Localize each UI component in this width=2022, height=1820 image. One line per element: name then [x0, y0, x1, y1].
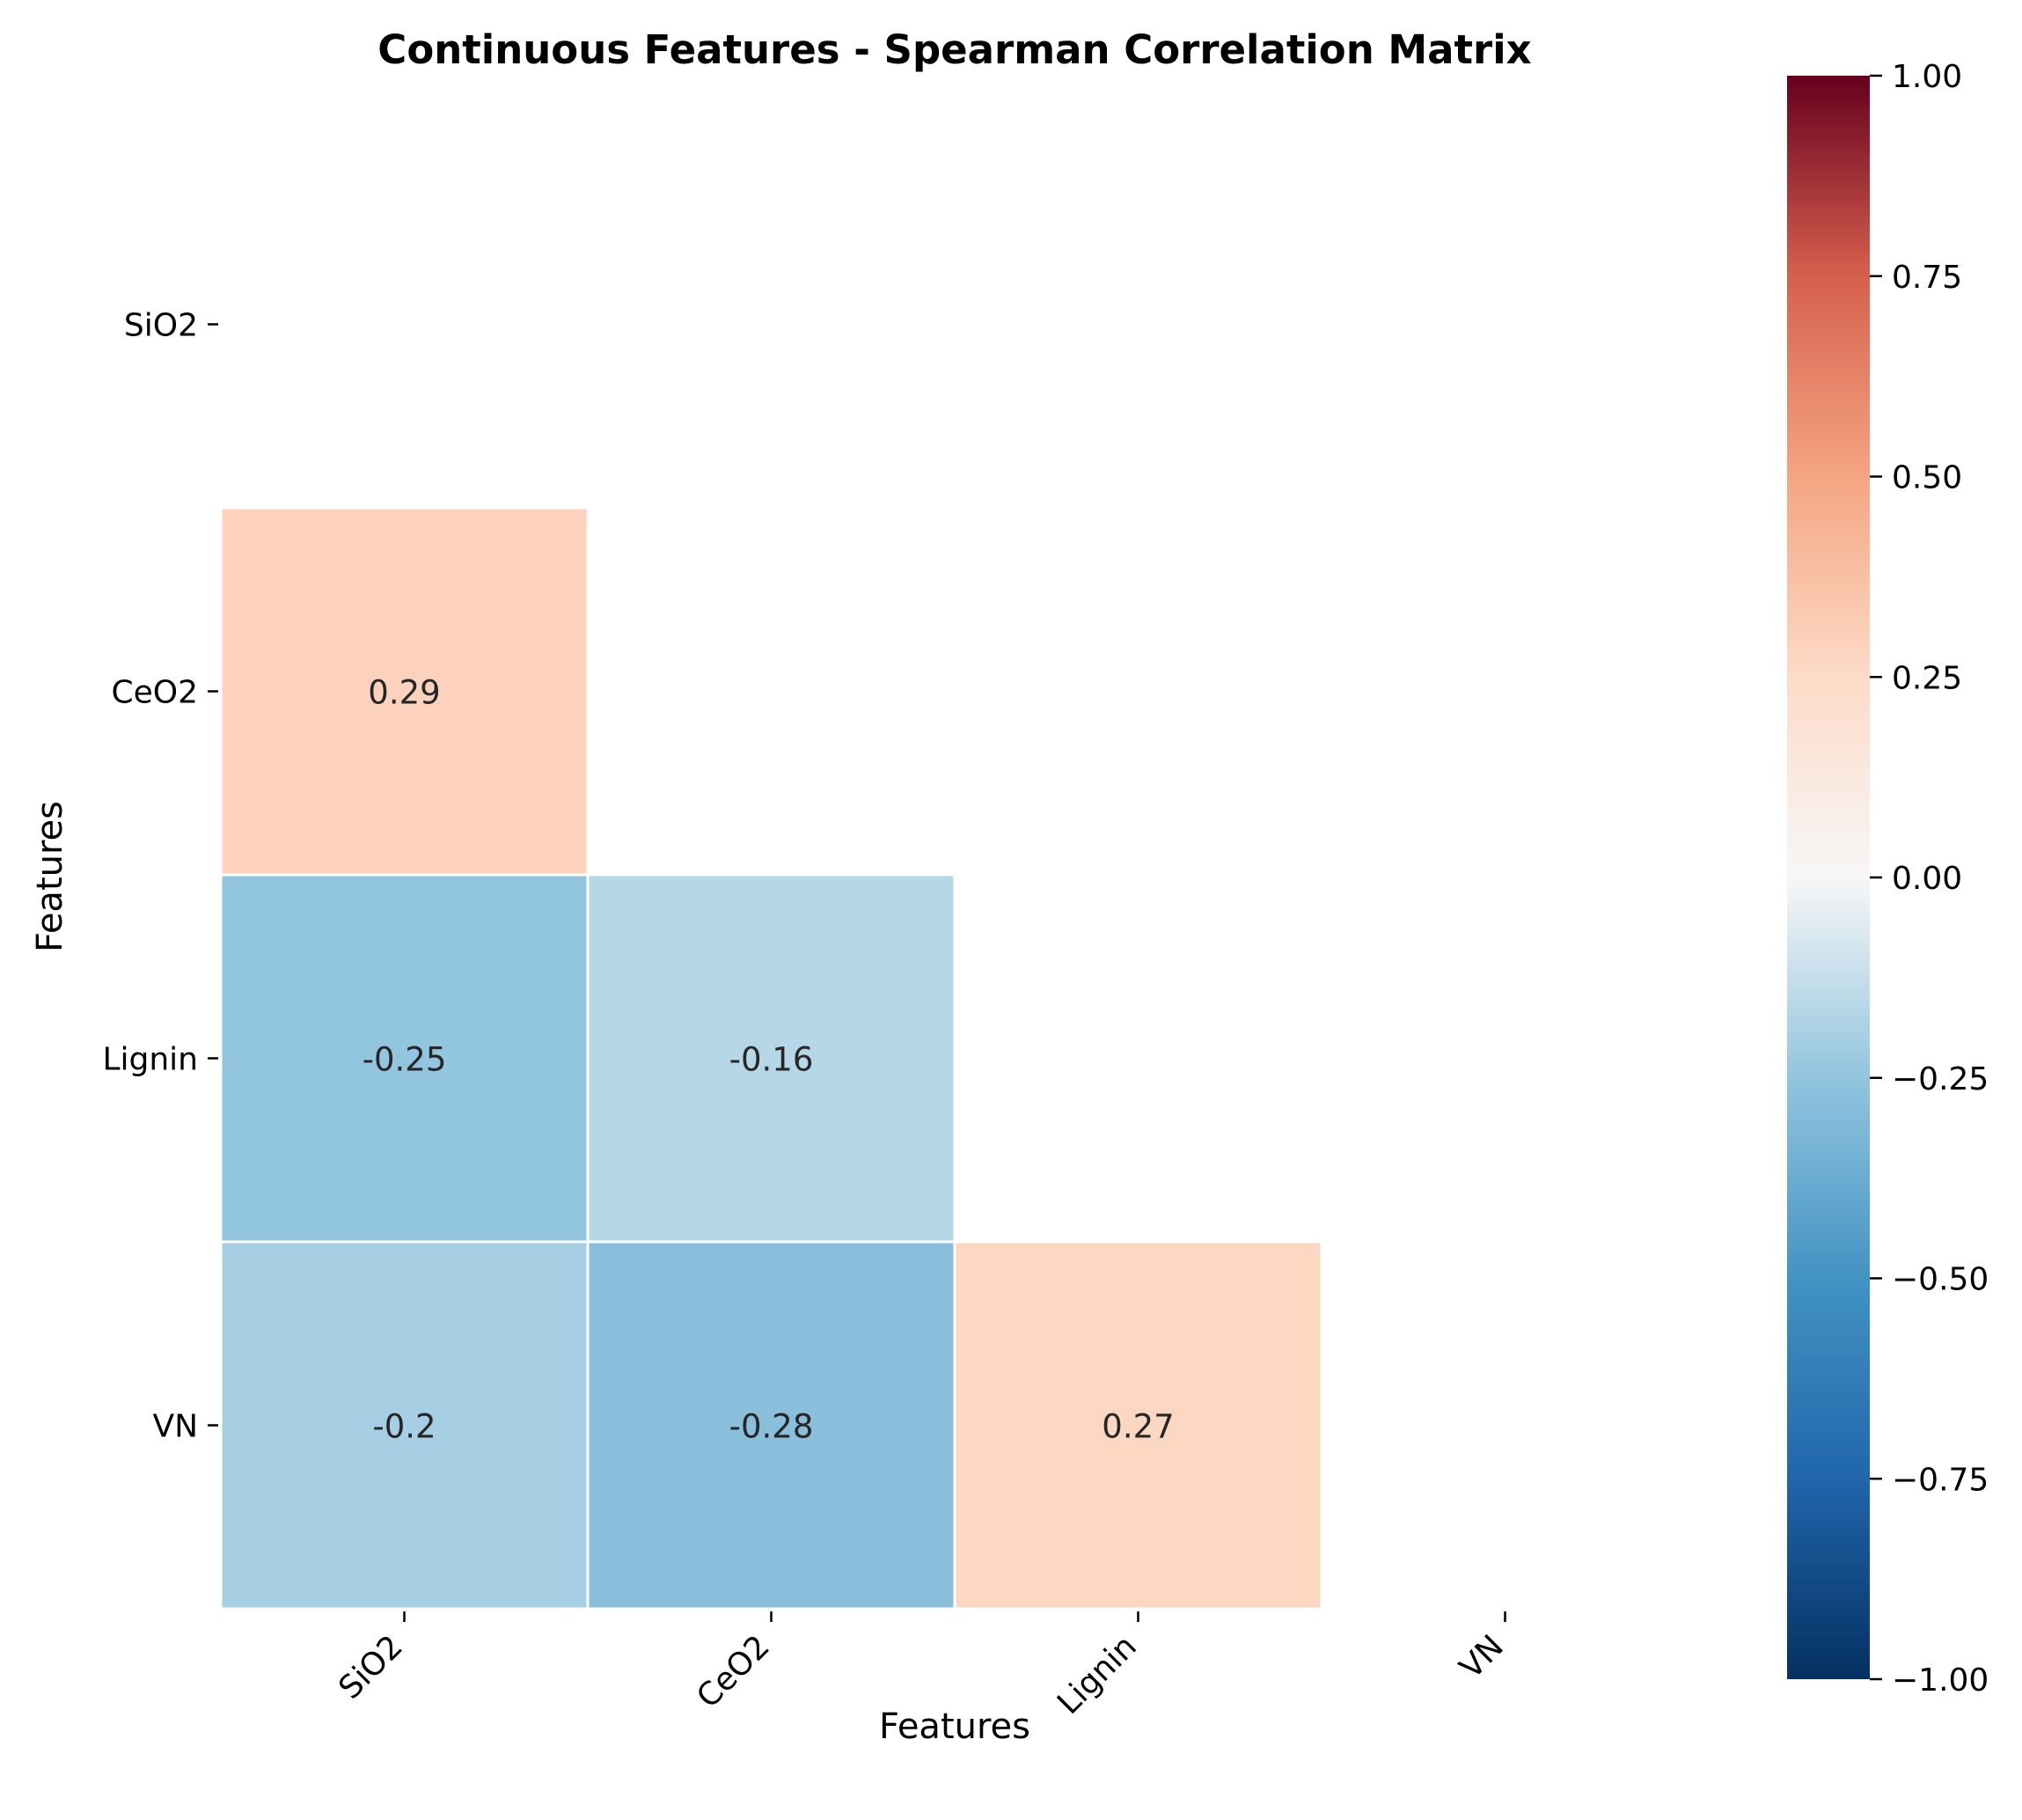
colorbar-tick-label: 0.75 — [1892, 260, 1962, 296]
colorbar-tick-label: −0.75 — [1892, 1462, 1989, 1498]
colorbar-ticks: 1.00 0.75 0.50 0.25 0.00 −0.25 −0.50 −0.75 −1.00 — [1870, 59, 1989, 1699]
colorbar-tick-label: −0.25 — [1892, 1061, 1989, 1097]
y-axis-ticks: SiO2 CeO2 Lignin VN — [102, 308, 218, 1445]
heatmap-cell — [953, 1240, 1323, 1611]
y-axis-label: Features — [30, 801, 70, 952]
y-tick-label: SiO2 — [124, 308, 198, 344]
heatmap-cell — [219, 1240, 590, 1611]
colorbar — [1787, 76, 1870, 1679]
x-tick-label: Lignin — [1051, 1628, 1144, 1721]
heatmap-cell — [586, 873, 956, 1244]
colorbar-tick-label: −1.00 — [1892, 1662, 1989, 1699]
x-tick-label: VN — [1453, 1628, 1510, 1685]
cell-value-label: -0.2 — [372, 1408, 436, 1446]
x-axis-ticks: SiO2 CeO2 Lignin VN — [332, 1611, 1511, 1721]
heatmap-cell — [586, 1240, 956, 1611]
chart-title: Continuous Features - Spearman Correlati… — [377, 26, 1531, 73]
y-tick-label: Lignin — [102, 1042, 198, 1078]
cell-value-label: -0.16 — [729, 1041, 814, 1079]
x-tick-label: CeO2 — [690, 1628, 777, 1715]
colorbar-tick-label: 0.50 — [1892, 460, 1962, 496]
colorbar-tick-label: 1.00 — [1892, 59, 1962, 95]
colorbar-tick-label: −0.50 — [1892, 1262, 1989, 1298]
cell-value-label: -0.28 — [729, 1408, 814, 1446]
y-tick-label: VN — [152, 1409, 198, 1445]
colorbar-tick-label: 0.00 — [1892, 861, 1962, 897]
heatmap-cells — [219, 506, 1323, 1611]
x-axis-label: Features — [879, 1706, 1030, 1747]
colorbar-tick-label: 0.25 — [1892, 660, 1962, 696]
heatmap-cell — [219, 873, 590, 1244]
heatmap-cell-labels: 0.29 -0.25 -0.16 -0.2 -0.28 0.27 — [363, 674, 1175, 1446]
cell-value-label: -0.25 — [363, 1041, 447, 1079]
cell-value-label: 0.27 — [1102, 1408, 1174, 1446]
x-tick-label: SiO2 — [332, 1628, 409, 1706]
y-tick-label: CeO2 — [111, 675, 198, 711]
heatmap-cell — [219, 506, 590, 877]
cell-value-label: 0.29 — [368, 674, 440, 712]
